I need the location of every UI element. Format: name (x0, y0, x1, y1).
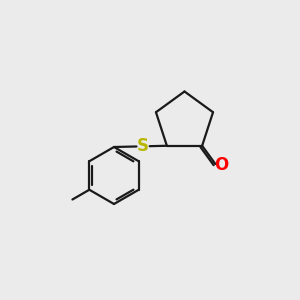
Text: O: O (214, 157, 228, 175)
Text: S: S (137, 137, 149, 155)
